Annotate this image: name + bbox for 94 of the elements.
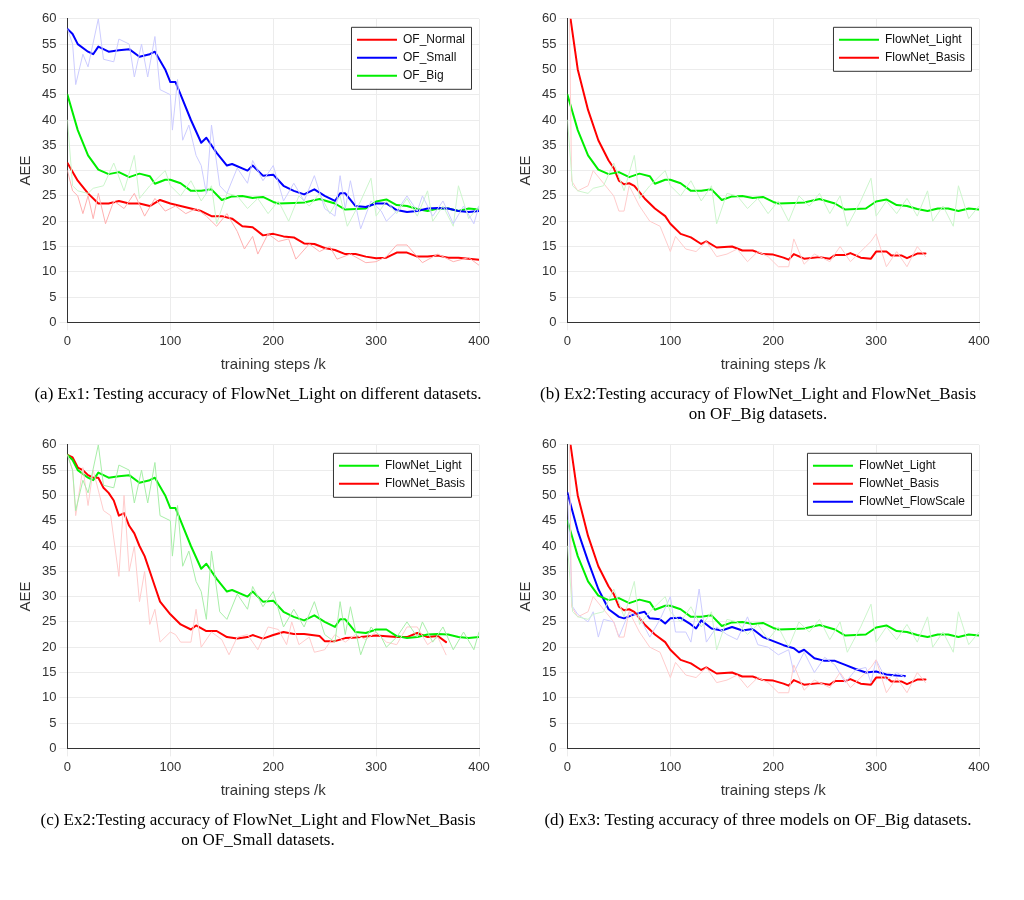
y-tick-label: 50 xyxy=(541,60,557,76)
y-tick-label: 20 xyxy=(541,212,557,228)
x-tick-label: 300 xyxy=(365,758,387,774)
x-axis-title: training steps /k xyxy=(720,355,827,373)
y-axis-title: AEE xyxy=(516,581,534,612)
y-tick-label: 45 xyxy=(541,512,557,528)
x-tick-label: 0 xyxy=(563,758,572,774)
y-tick-label: 25 xyxy=(41,613,57,629)
y-tick-label: 60 xyxy=(41,436,57,452)
y-tick-label: 0 xyxy=(49,739,57,755)
y-tick-label: 45 xyxy=(41,512,57,528)
x-tick-label: 300 xyxy=(365,332,387,348)
legend-label: FlowNet_Basis xyxy=(858,476,939,491)
x-tick-label: 400 xyxy=(468,332,490,348)
y-tick-label: 15 xyxy=(41,238,57,254)
y-tick-label: 5 xyxy=(49,714,57,730)
y-tick-label: 50 xyxy=(41,486,57,502)
x-tick-label: 400 xyxy=(968,758,990,774)
text: (b) Ex2:Testing accuracy of FlowNet_Light and FlowNet_Basis on OF_Big datasets. xyxy=(539,383,977,424)
y-tick-label: 50 xyxy=(41,60,57,76)
y-tick-label: 30 xyxy=(41,588,57,604)
y-tick-label: 30 xyxy=(541,162,557,178)
legend-label: FlowNet_Basis xyxy=(884,50,965,65)
y-axis-title: AEE xyxy=(16,581,34,612)
y-tick-label: 35 xyxy=(541,136,557,152)
x-tick-label: 0 xyxy=(563,332,572,348)
y-tick-label: 55 xyxy=(41,35,57,51)
y-tick-label: 5 xyxy=(549,714,557,730)
x-tick-label: 300 xyxy=(865,758,887,774)
x-tick-label: 100 xyxy=(159,332,182,348)
y-tick-label: 45 xyxy=(541,86,557,102)
y-tick-label: 60 xyxy=(541,436,557,452)
y-axis-title: AEE xyxy=(516,155,534,186)
x-tick-label: 400 xyxy=(468,758,490,774)
text: (c) Ex2:Testing accuracy of FlowNet_Light and FlowNet_Basis on OF_Small datasets. xyxy=(39,809,477,850)
y-tick-label: 15 xyxy=(41,664,57,680)
y-tick-label: 0 xyxy=(549,739,557,755)
y-tick-label: 55 xyxy=(541,461,557,477)
x-tick-label: 200 xyxy=(762,758,785,774)
legend-label: OF_Small xyxy=(402,50,457,65)
legend-label: FlowNet_Light xyxy=(858,458,937,473)
x-tick-label: 100 xyxy=(159,758,182,774)
y-tick-label: 60 xyxy=(41,10,57,26)
y-tick-label: 10 xyxy=(541,263,557,279)
legend-label: FlowNet_Basis xyxy=(384,476,465,491)
x-tick-label: 0 xyxy=(63,758,72,774)
y-axis-title: AEE xyxy=(16,155,34,186)
x-axis-title: training steps /k xyxy=(220,781,327,799)
y-tick-label: 25 xyxy=(541,187,557,203)
y-tick-label: 35 xyxy=(41,136,57,152)
y-tick-label: 55 xyxy=(541,35,557,51)
x-tick-label: 200 xyxy=(262,332,285,348)
legend-label: OF_Normal xyxy=(402,32,466,47)
y-tick-label: 40 xyxy=(41,537,57,553)
legend-label: OF_Big xyxy=(402,68,444,83)
y-tick-label: 60 xyxy=(541,10,557,26)
text: (d) Ex3: Testing accuracy of three models on OF_Big datasets. xyxy=(543,809,973,830)
y-tick-label: 25 xyxy=(41,187,57,203)
y-tick-label: 35 xyxy=(41,562,57,578)
y-tick-label: 5 xyxy=(49,288,57,304)
y-tick-label: 30 xyxy=(41,162,57,178)
text: (a) Ex1: Testing accuracy of FlowNet_Light on different datasets. xyxy=(33,383,483,404)
x-tick-label: 0 xyxy=(63,332,72,348)
y-tick-label: 10 xyxy=(41,689,57,705)
y-tick-label: 30 xyxy=(541,588,557,604)
y-tick-label: 40 xyxy=(541,111,557,127)
y-tick-label: 20 xyxy=(41,212,57,228)
y-tick-label: 35 xyxy=(541,562,557,578)
y-tick-label: 40 xyxy=(541,537,557,553)
y-tick-label: 15 xyxy=(541,238,557,254)
y-tick-label: 10 xyxy=(541,689,557,705)
y-tick-label: 45 xyxy=(41,86,57,102)
x-tick-label: 200 xyxy=(262,758,285,774)
y-tick-label: 10 xyxy=(41,263,57,279)
x-tick-label: 100 xyxy=(659,758,682,774)
x-axis-title: training steps /k xyxy=(720,781,827,799)
y-tick-label: 5 xyxy=(549,288,557,304)
y-tick-label: 25 xyxy=(541,613,557,629)
y-tick-label: 50 xyxy=(541,486,557,502)
legend-label: FlowNet_FlowScale xyxy=(858,494,966,509)
x-tick-label: 100 xyxy=(659,332,682,348)
y-tick-label: 0 xyxy=(49,313,57,329)
x-tick-label: 300 xyxy=(865,332,887,348)
y-tick-label: 40 xyxy=(41,111,57,127)
y-tick-label: 20 xyxy=(541,638,557,654)
x-axis-title: training steps /k xyxy=(220,355,327,373)
y-tick-label: 0 xyxy=(549,313,557,329)
legend-label: FlowNet_Light xyxy=(884,32,963,47)
x-tick-label: 200 xyxy=(762,332,785,348)
y-tick-label: 55 xyxy=(41,461,57,477)
x-tick-label: 400 xyxy=(968,332,990,348)
y-tick-label: 20 xyxy=(41,638,57,654)
y-tick-label: 15 xyxy=(541,664,557,680)
legend-label: FlowNet_Light xyxy=(384,458,463,473)
